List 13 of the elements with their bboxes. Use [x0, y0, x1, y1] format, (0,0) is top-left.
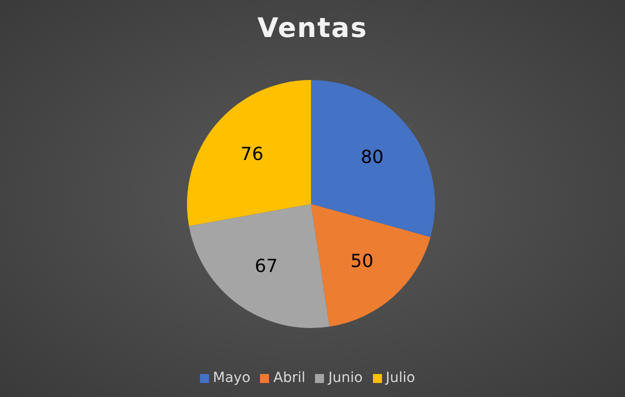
chart-title: Ventas — [256, 12, 369, 46]
data-label: 67 — [254, 256, 278, 278]
pie-slice — [188, 204, 330, 328]
legend-label: Julio — [386, 370, 416, 386]
legend-label: Mayo — [212, 370, 250, 386]
pie-slice — [187, 80, 311, 226]
data-label: 76 — [240, 144, 264, 166]
legend-label: Abril — [273, 370, 306, 386]
legend-label: Junio — [328, 370, 363, 386]
data-label: 80 — [360, 146, 384, 168]
pie-slice — [311, 204, 430, 327]
data-label: 50 — [350, 251, 374, 272]
pie-slice — [311, 80, 435, 238]
